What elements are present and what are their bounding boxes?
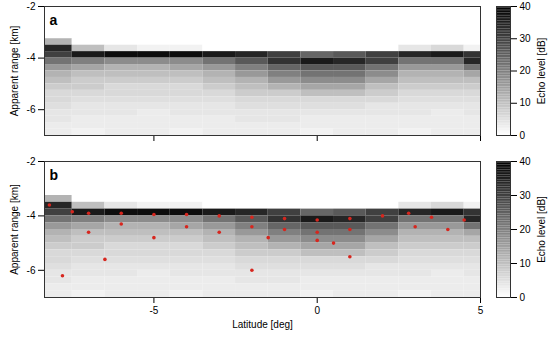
svg-text:30: 30 xyxy=(520,33,532,44)
svg-text:-4: -4 xyxy=(27,52,36,63)
svg-text:-4: -4 xyxy=(27,210,36,221)
svg-text:20: 20 xyxy=(520,65,532,76)
svg-text:-6: -6 xyxy=(27,104,36,115)
svg-text:-6: -6 xyxy=(27,265,36,276)
svg-text:Apparent range [km]: Apparent range [km] xyxy=(9,184,20,275)
svg-text:10: 10 xyxy=(520,258,532,269)
svg-text:Latitude [deg]: Latitude [deg] xyxy=(232,319,293,330)
svg-text:20: 20 xyxy=(520,224,532,235)
svg-text:10: 10 xyxy=(520,97,532,108)
svg-text:40: 40 xyxy=(520,1,532,12)
svg-text:30: 30 xyxy=(520,190,532,201)
svg-text:Echo level [dB]: Echo level [dB] xyxy=(536,37,547,104)
svg-text:Echo level [dB]: Echo level [dB] xyxy=(536,196,547,263)
svg-text:0: 0 xyxy=(314,305,320,316)
svg-text:5: 5 xyxy=(478,305,484,316)
svg-text:0: 0 xyxy=(520,130,526,141)
svg-text:40: 40 xyxy=(520,156,532,167)
svg-text:Apparent range [km]: Apparent range [km] xyxy=(9,25,20,116)
svg-text:a: a xyxy=(50,12,58,28)
svg-text:b: b xyxy=(50,167,59,183)
svg-text:-5: -5 xyxy=(149,305,158,316)
svg-text:-2: -2 xyxy=(27,156,36,167)
svg-text:-2: -2 xyxy=(27,1,36,12)
svg-text:0: 0 xyxy=(520,292,526,303)
